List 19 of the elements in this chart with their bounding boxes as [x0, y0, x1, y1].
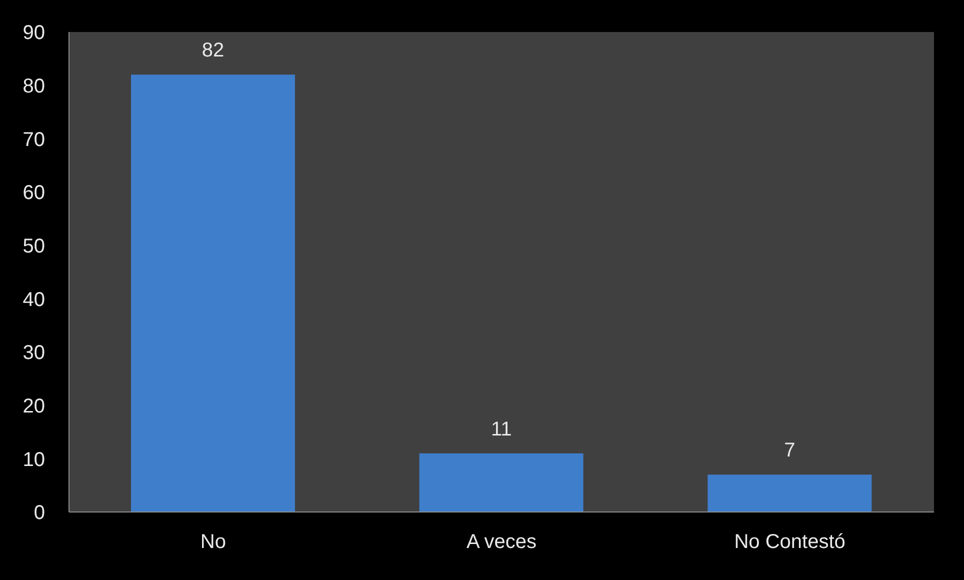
y-tick-label: 70: [22, 128, 45, 151]
y-tick-label: 80: [22, 75, 45, 98]
y-tick-label: 50: [22, 235, 45, 258]
bar: [708, 474, 872, 512]
data-label: 11: [490, 418, 512, 440]
x-tick-label: A veces: [466, 531, 537, 554]
bar: [419, 453, 584, 512]
x-tick-label: No Contestó: [734, 531, 846, 554]
data-label: 82: [202, 40, 224, 62]
y-tick-label: 90: [22, 22, 45, 44]
data-label: 7: [784, 440, 796, 462]
bar: [130, 74, 295, 512]
y-tick-label: 40: [22, 288, 45, 311]
x-tick-label: No: [200, 531, 226, 554]
y-tick-label: 0: [34, 502, 45, 524]
y-tick-label: 20: [22, 395, 45, 418]
y-tick-label: 10: [22, 448, 45, 471]
y-tick-label: 60: [22, 182, 45, 204]
y-tick-label: 30: [22, 342, 45, 364]
